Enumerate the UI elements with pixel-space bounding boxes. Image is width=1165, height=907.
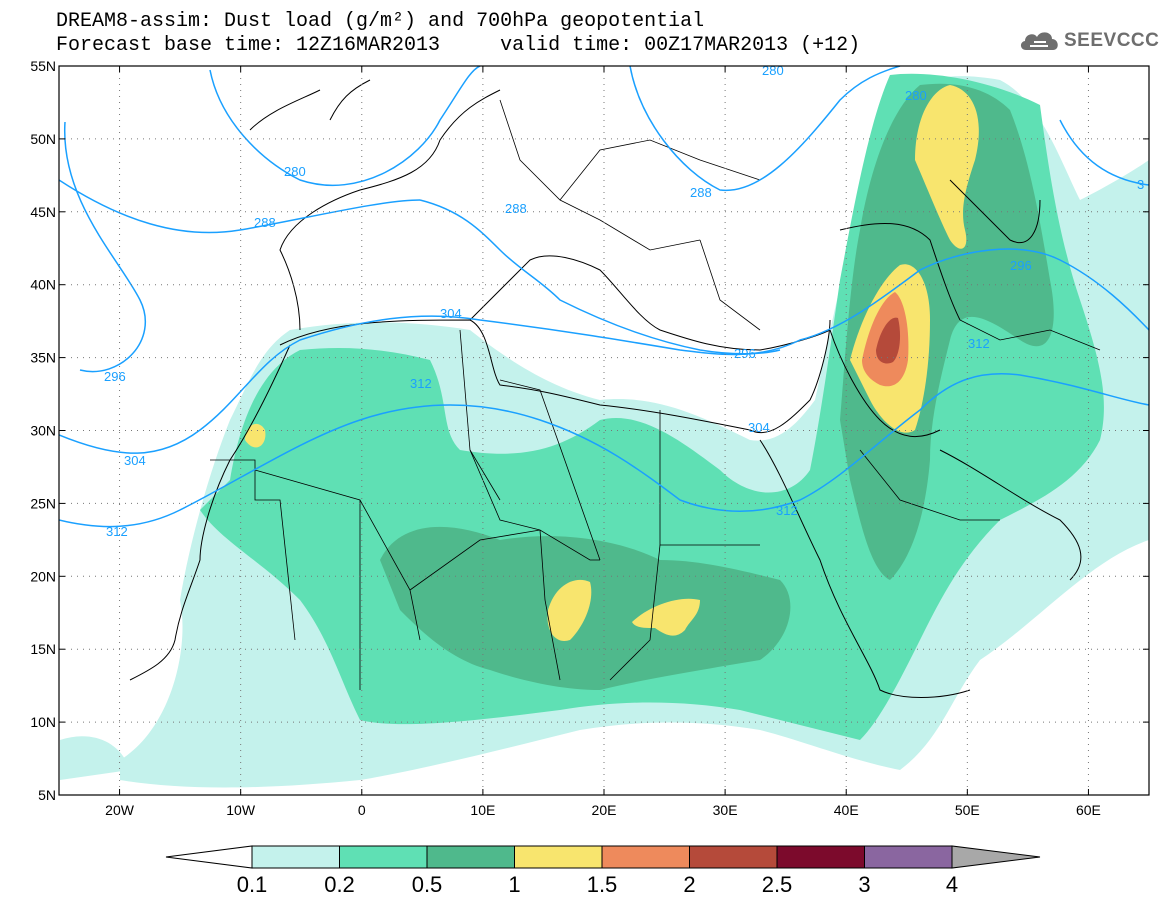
contour-label: 296 bbox=[104, 369, 126, 384]
colorbar-label: 4 bbox=[945, 872, 959, 897]
colorbar-swatch bbox=[251, 845, 340, 869]
lon-label: 0 bbox=[358, 802, 366, 818]
colorbar-swatch bbox=[514, 845, 603, 869]
lat-label: 30N bbox=[30, 423, 56, 439]
colorbar-swatch bbox=[339, 845, 428, 869]
contour-label: 304 bbox=[748, 420, 770, 435]
contour-label: 296 bbox=[1010, 258, 1032, 273]
lat-label: 25N bbox=[30, 495, 56, 511]
longitude-labels: 20W 10W 0 10E 20E 30E 40E 50E 60E bbox=[105, 802, 1101, 818]
contour-label: 296 bbox=[734, 346, 756, 361]
colorbar bbox=[165, 845, 1041, 869]
contour-label: 312 bbox=[968, 336, 990, 351]
lat-label: 55N bbox=[30, 58, 56, 74]
contour-label: 280 bbox=[905, 88, 927, 103]
lat-label: 50N bbox=[30, 131, 56, 147]
axis-ticks bbox=[59, 65, 1149, 796]
colorbar-label: 1.5 bbox=[586, 872, 618, 897]
lon-label: 60E bbox=[1076, 802, 1101, 818]
country-borders bbox=[210, 99, 1101, 690]
lat-label: 40N bbox=[30, 277, 56, 293]
colorbar-label: 3 bbox=[858, 872, 871, 897]
colorbar-label: 1 bbox=[508, 872, 521, 897]
colorbar-swatch bbox=[426, 845, 515, 869]
colorbar-label: 0.2 bbox=[324, 872, 355, 897]
contour-label: 288 bbox=[254, 215, 276, 230]
contour-label: 312 bbox=[106, 524, 128, 539]
logo-text: SEEVCCC bbox=[1064, 30, 1160, 51]
lon-label: 40E bbox=[834, 802, 859, 818]
lat-label: 10N bbox=[30, 714, 56, 730]
contour-label: 3 bbox=[1137, 177, 1144, 192]
lat-label: 15N bbox=[30, 641, 56, 657]
contour-label: 280 bbox=[762, 63, 784, 78]
lat-label: 45N bbox=[30, 204, 56, 220]
colorbar-swatch bbox=[776, 845, 865, 869]
contour-label: 288 bbox=[690, 185, 712, 200]
lon-label: 10W bbox=[226, 802, 256, 818]
logo: SEEVCCC bbox=[1018, 26, 1160, 56]
lon-label: 30E bbox=[713, 802, 738, 818]
colorbar-over-triangle bbox=[951, 845, 1041, 869]
lat-label: 20N bbox=[30, 568, 56, 584]
colorbar-under-triangle bbox=[165, 845, 253, 869]
lat-label: 5N bbox=[38, 787, 56, 803]
cloud-icon bbox=[1020, 32, 1058, 50]
colorbar-label: 2 bbox=[683, 872, 696, 897]
contour-label: 288 bbox=[505, 201, 527, 216]
colorbar-label: 0.5 bbox=[411, 872, 443, 897]
lon-label: 10E bbox=[470, 802, 495, 818]
coastlines bbox=[129, 79, 1082, 698]
latitude-labels: 55N 50N 45N 40N 35N 30N 25N 20N 15N 10N 5N bbox=[30, 58, 56, 803]
map-title: DREAM8-assim: Dust load (g/m²) and 700hP… bbox=[56, 10, 705, 33]
lon-label: 20E bbox=[592, 802, 617, 818]
contour-label: 312 bbox=[776, 503, 798, 518]
lon-label: 50E bbox=[955, 802, 980, 818]
contour-labels: 280 280 280 288 288 288 296 296 296 3 30… bbox=[104, 63, 1144, 539]
contour-label: 312 bbox=[410, 376, 432, 391]
colorbar-label: 2.5 bbox=[761, 872, 793, 897]
colorbar-swatch bbox=[864, 845, 953, 869]
contour-label: 304 bbox=[124, 453, 146, 468]
lat-label: 35N bbox=[30, 350, 56, 366]
map-subtitle: Forecast base time: 12Z16MAR2013 valid t… bbox=[56, 34, 861, 57]
contour-label: 280 bbox=[284, 164, 306, 179]
colorbar-label: 0.1 bbox=[236, 872, 268, 897]
geopotential-contours bbox=[59, 66, 1149, 528]
lon-label: 20W bbox=[105, 802, 135, 818]
colorbar-swatch bbox=[689, 845, 778, 869]
contour-label: 304 bbox=[440, 306, 462, 321]
colorbar-swatch bbox=[601, 845, 690, 869]
dust-level-2 bbox=[876, 317, 901, 364]
map-frame-content: 280 280 280 288 288 288 296 296 296 3 30… bbox=[59, 63, 1149, 795]
